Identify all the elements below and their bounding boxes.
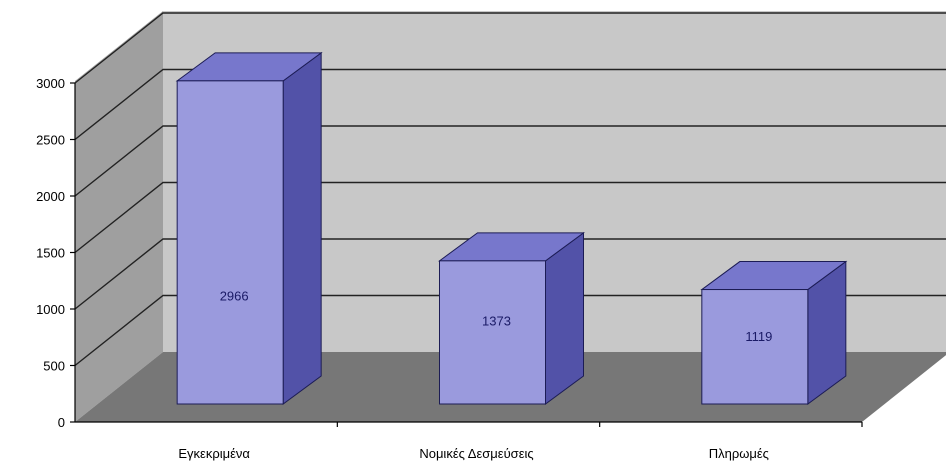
gridline [74, 294, 946, 367]
gridline [74, 68, 946, 141]
bar-front [701, 289, 809, 405]
y-tick-label: 2500 [36, 133, 65, 148]
data-label: 1373 [482, 313, 511, 328]
gridline [74, 12, 946, 84]
bars [175, 51, 848, 405]
bar [437, 231, 586, 405]
x-tick-label: Νομικές Δεσμεύσεις [419, 446, 533, 461]
y-tick-label: 1500 [36, 246, 65, 261]
data-label: 1119 [745, 329, 772, 344]
y-tick-label: 0 [58, 415, 65, 430]
gridline [74, 181, 946, 254]
bar [175, 51, 323, 405]
bar [700, 260, 848, 405]
axes [70, 82, 863, 427]
bar-side [282, 51, 322, 405]
data-label: 2966 [220, 289, 249, 304]
side-wall [75, 11, 163, 422]
x-tick-label: Εγκεκριμένα [178, 446, 250, 461]
gridlines [74, 12, 946, 367]
bar-front [176, 80, 284, 405]
y-tick-label: 1000 [36, 302, 65, 317]
gridline [74, 238, 946, 310]
labels: 0 500 1000 1500 2000 2500 3000 2966 Εγκεκριμένα 1… [36, 76, 772, 461]
x-tick-label: Πληρωμές [709, 446, 769, 461]
gridline [74, 125, 946, 197]
y-tick-label: 500 [43, 359, 65, 374]
y-tick-label: 3000 [36, 76, 65, 91]
bar-side [545, 231, 584, 405]
bar-front [439, 260, 546, 405]
y-tick-label: 2000 [36, 189, 65, 204]
